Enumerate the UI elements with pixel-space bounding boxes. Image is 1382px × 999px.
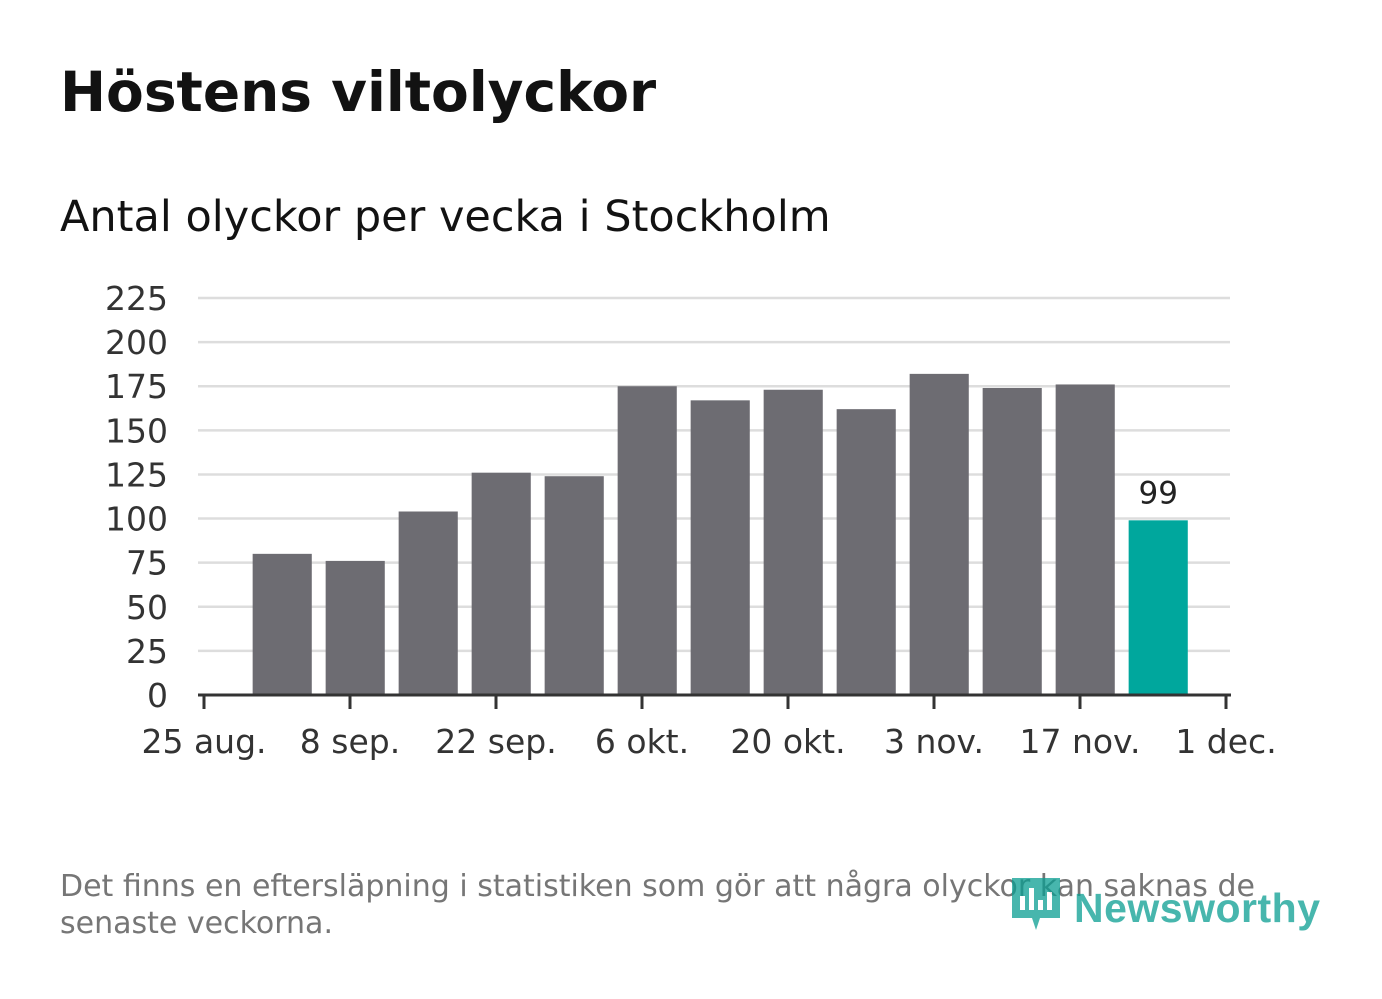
bar <box>763 389 823 695</box>
bar <box>252 553 312 695</box>
x-tick-label: 1 dec. <box>1175 722 1276 761</box>
y-tick-label: 0 <box>147 676 168 715</box>
bar <box>398 511 458 695</box>
y-tick-label: 100 <box>105 500 168 539</box>
bar <box>909 373 969 695</box>
x-tick-label: 17 nov. <box>1019 722 1140 761</box>
bars <box>252 373 1188 695</box>
y-tick-label: 125 <box>105 455 168 494</box>
chart-subtitle: Antal olyckor per vecka i Stockholm <box>60 192 831 242</box>
chart-title: Höstens viltolyckor <box>60 60 657 124</box>
newsworthy-logo: Newsworthy <box>1010 876 1321 940</box>
bar <box>617 386 677 695</box>
x-tick-label: 22 sep. <box>435 722 556 761</box>
y-tick-label: 200 <box>105 323 168 362</box>
bar <box>690 400 750 695</box>
newsworthy-logo-text: Newsworthy <box>1074 884 1321 931</box>
x-axis <box>198 693 1231 709</box>
x-tick-label: 25 aug. <box>141 722 266 761</box>
y-tick-label: 175 <box>105 367 168 406</box>
bar <box>544 476 604 695</box>
bar <box>982 387 1042 695</box>
x-tick-label: 6 okt. <box>595 722 689 761</box>
bar <box>1055 384 1115 695</box>
x-tick-label: 20 okt. <box>730 722 845 761</box>
bar <box>471 472 531 695</box>
y-tick-label: 50 <box>126 588 168 627</box>
x-tick-label: 8 sep. <box>300 722 400 761</box>
bar-highlighted <box>1128 520 1188 695</box>
y-tick-label: 75 <box>126 544 168 583</box>
y-tick-label: 150 <box>105 411 168 450</box>
bar <box>325 560 385 695</box>
y-axis-labels: 0 25 50 75 100 125 150 175 200 225 <box>105 279 168 715</box>
y-tick-label: 225 <box>105 279 168 318</box>
bar-value-label: 99 <box>1138 475 1177 511</box>
y-tick-label: 25 <box>126 632 168 671</box>
bar <box>836 409 896 695</box>
x-tick-label: 3 nov. <box>884 722 984 761</box>
newsworthy-logo-icon <box>1010 874 1062 942</box>
x-axis-labels: 25 aug. 8 sep. 22 sep. 6 okt. 20 okt. 3 nov. 1… <box>141 722 1276 761</box>
data-labels: 99 <box>1138 475 1177 511</box>
